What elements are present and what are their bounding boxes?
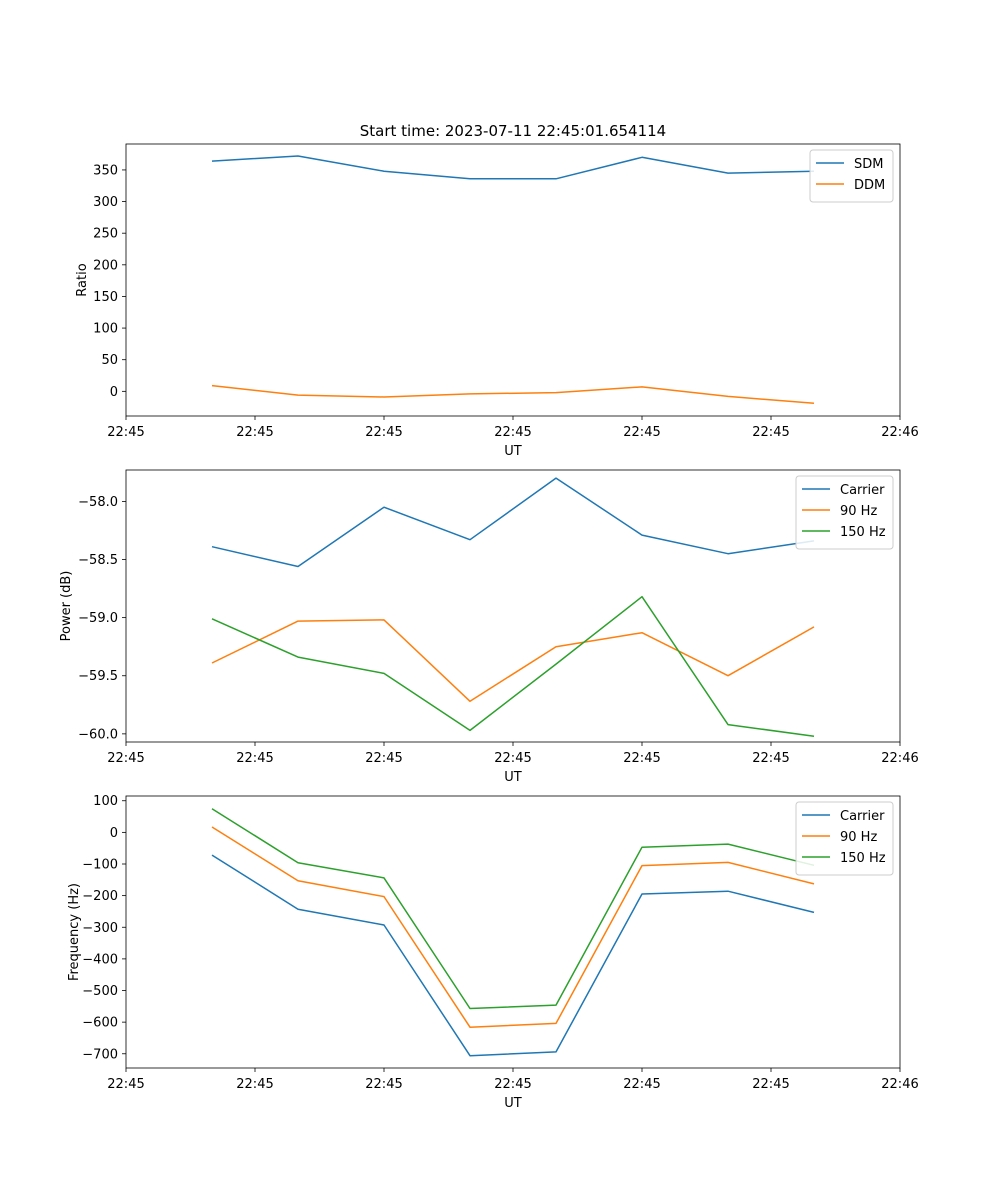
x-axis-label: UT	[504, 770, 522, 785]
x-tick-label: 22:45	[365, 425, 402, 440]
x-axis-label: UT	[504, 1096, 522, 1111]
y-tick-label: −400	[82, 952, 118, 967]
legend-label: 90 Hz	[840, 504, 877, 519]
series-line-carrier	[211, 477, 815, 568]
axes-frame	[125, 795, 901, 1069]
series-line-150-hz	[211, 808, 815, 1010]
y-tick-label: 100	[93, 794, 118, 809]
x-tick-label: 22:45	[494, 751, 531, 766]
y-axis-label: Power (dB)	[59, 571, 74, 642]
legend-label: Carrier	[840, 809, 885, 824]
x-tick-label: 22:45	[623, 425, 660, 440]
series-line-150-hz	[211, 595, 815, 737]
x-tick-label: 22:45	[107, 751, 144, 766]
axes-frame	[125, 469, 901, 743]
x-tick-label: 22:45	[752, 425, 789, 440]
ratio-panel: Start time: 2023-07-11 22:45:01.654114 22…	[75, 122, 919, 459]
legend-label: 90 Hz	[840, 830, 877, 845]
y-tick-label: 200	[93, 258, 118, 273]
x-axis-label: UT	[504, 444, 522, 459]
y-tick-label: −200	[82, 889, 118, 904]
x-tick-label: 22:45	[752, 751, 789, 766]
frequency-panel: 22:45 22:45 22:45 22:45 22:45 22:45 22:46 UT 100…	[67, 794, 919, 1111]
x-tick-label: 22:45	[494, 1077, 531, 1092]
y-axis-label: Frequency (Hz)	[67, 883, 82, 981]
y-tick-label: 300	[93, 195, 118, 210]
series-line-90-hz	[211, 826, 815, 1028]
x-tick-label: 22:45	[494, 425, 531, 440]
y-tick-label: 250	[93, 227, 118, 242]
y-tick-label: 50	[101, 353, 118, 368]
x-tick-label: 22:45	[365, 1077, 402, 1092]
y-tick-label: −59.0	[78, 611, 118, 626]
y-tick-label: −600	[82, 1016, 118, 1031]
x-tick-label: 22:46	[881, 751, 918, 766]
y-tick-label: −58.5	[78, 553, 118, 568]
legend-label: 150 Hz	[840, 525, 886, 540]
series-line-carrier	[211, 854, 815, 1057]
series-line-sdm	[211, 155, 815, 180]
power-panel: 22:45 22:45 22:45 22:45 22:45 22:45 22:46 UT −58…	[59, 469, 919, 785]
y-tick-label: −100	[82, 858, 118, 873]
x-tick-label: 22:45	[752, 1077, 789, 1092]
y-tick-label: −58.0	[78, 495, 118, 510]
y-tick-label: 350	[93, 163, 118, 178]
x-tick-label: 22:45	[623, 1077, 660, 1092]
legend-label: Carrier	[840, 483, 885, 498]
series-line-90-hz	[211, 619, 815, 703]
legend-label: DDM	[854, 178, 885, 193]
x-tick-label: 22:45	[107, 1077, 144, 1092]
x-tick-label: 22:45	[365, 751, 402, 766]
y-tick-label: −500	[82, 984, 118, 999]
y-tick-label: −60.0	[78, 727, 118, 742]
x-tick-label: 22:45	[236, 751, 273, 766]
y-tick-label: 0	[110, 385, 118, 400]
x-tick-label: 22:45	[236, 425, 273, 440]
legend-label: 150 Hz	[840, 851, 886, 866]
x-tick-label: 22:45	[107, 425, 144, 440]
axes-frame	[125, 143, 901, 417]
series-line-ddm	[211, 384, 815, 405]
y-tick-label: −700	[82, 1047, 118, 1062]
y-tick-label: 0	[110, 826, 118, 841]
x-tick-label: 22:45	[236, 1077, 273, 1092]
x-tick-label: 22:46	[881, 425, 918, 440]
y-tick-label: 150	[93, 290, 118, 305]
x-tick-label: 22:46	[881, 1077, 918, 1092]
y-tick-label: −59.5	[78, 669, 118, 684]
legend-label: SDM	[854, 157, 883, 172]
y-axis-label: Ratio	[75, 263, 90, 296]
chart-title: Start time: 2023-07-11 22:45:01.654114	[360, 122, 666, 140]
x-tick-label: 22:45	[623, 751, 660, 766]
y-tick-label: −300	[82, 921, 118, 936]
y-tick-label: 100	[93, 322, 118, 337]
